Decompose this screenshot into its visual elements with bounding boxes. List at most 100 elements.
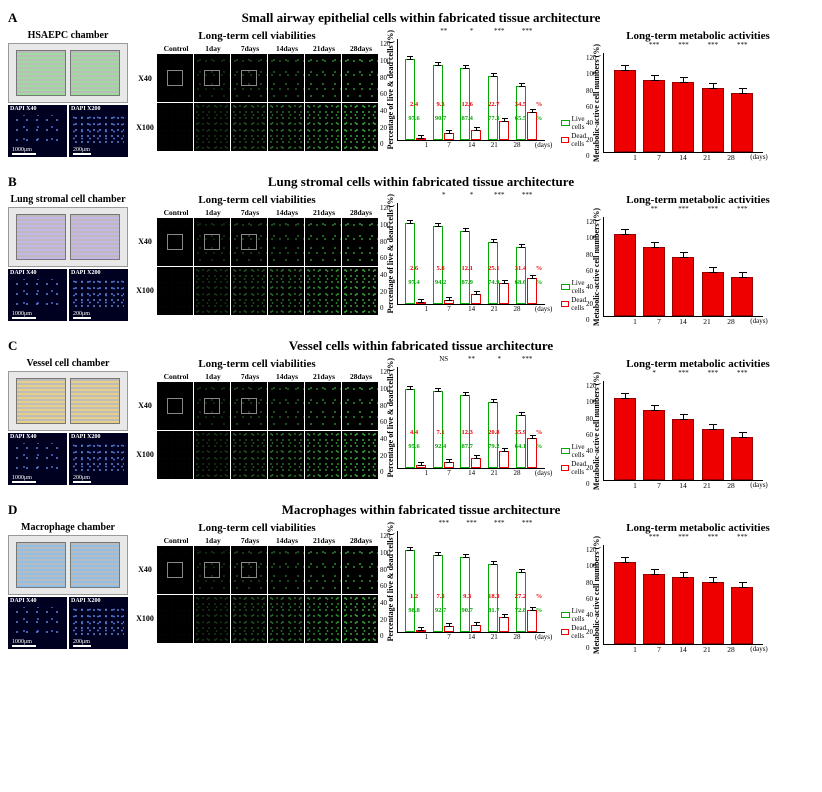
panel-a: A Small airway epithelial cells within f… — [8, 10, 814, 162]
metabolic-bar — [731, 93, 753, 152]
fluorescence-tile — [342, 267, 378, 315]
fluorescence-tile — [268, 54, 304, 102]
fluorescence-tile — [305, 546, 341, 594]
fluorescence-tile — [342, 54, 378, 102]
fluorescence-tile — [268, 267, 304, 315]
magnification-label: X100 — [134, 595, 156, 643]
viability-section-title: Long-term cell viabilities — [134, 194, 380, 206]
panel-letter: C — [8, 338, 28, 354]
chamber-label: Macrophage chamber — [8, 522, 128, 533]
fluorescence-tile — [157, 54, 193, 102]
metabolic-bar — [702, 272, 724, 316]
viability-section-title: Long-term cell viabilities — [134, 522, 380, 534]
metabolic-bar — [702, 582, 724, 644]
metabolic-bar — [731, 277, 753, 316]
metabolic-chart: 020406080100120 ************ — [603, 545, 763, 645]
fluorescence-tile — [231, 546, 267, 594]
fluorescence-tile — [231, 54, 267, 102]
metabolic-bar — [672, 82, 694, 152]
chamber-image — [8, 371, 128, 431]
fluorescence-tile — [305, 267, 341, 315]
fluorescence-tile — [231, 218, 267, 266]
viability-bar-pair — [460, 231, 482, 304]
timepoint-headers: Control1day7days14days21days28days — [158, 372, 380, 381]
fluorescence-tile — [268, 103, 304, 151]
fluorescence-tile — [157, 431, 193, 479]
fluorescence-tile — [342, 595, 378, 643]
viability-chart: 020406080100120 ************ 1.27.39.318… — [397, 531, 545, 633]
dapi-image-x40: DAPI X40 1000μm — [8, 105, 67, 157]
fluorescence-tile — [157, 382, 193, 430]
panel-d: D Macrophages within fabricated tissue a… — [8, 502, 814, 654]
fluorescence-tile — [268, 218, 304, 266]
viability-bar-pair — [516, 572, 538, 633]
fluorescence-tile — [194, 54, 230, 102]
fluorescence-tile — [194, 267, 230, 315]
metabolic-bar — [672, 577, 694, 644]
viability-bar-pair — [460, 68, 482, 141]
fluorescence-tile — [231, 382, 267, 430]
viability-bar-pair — [488, 242, 510, 304]
fluorescence-tile — [268, 382, 304, 430]
fluorescence-tile — [194, 431, 230, 479]
viability-chart: 020406080100120 NS****** 4.47.112.320.83… — [397, 367, 545, 469]
metabolic-bar — [731, 587, 753, 644]
viability-bar-pair — [488, 76, 510, 140]
fluorescence-tile — [194, 103, 230, 151]
fluorescence-tile — [194, 382, 230, 430]
fluorescence-tile — [194, 595, 230, 643]
metabolic-bar — [672, 257, 694, 316]
fluorescence-tile — [305, 218, 341, 266]
chamber-image — [8, 535, 128, 595]
magnification-label: X100 — [134, 267, 156, 315]
chamber-image — [8, 43, 128, 103]
fluorescence-tile — [305, 103, 341, 151]
fluorescence-tile — [342, 218, 378, 266]
metabolic-bar — [643, 80, 665, 152]
viability-bar-pair — [488, 402, 510, 468]
metabolic-bar — [702, 429, 724, 480]
timepoint-headers: Control1day7days14days21days28days — [158, 208, 380, 217]
fluorescence-tile — [342, 546, 378, 594]
panel-letter: A — [8, 10, 28, 26]
dapi-image-x200: DAPI X200 200μm — [69, 433, 128, 485]
panel-c: C Vessel cells within fabricated tissue … — [8, 338, 814, 490]
metabolic-chart: 020406080100120 ************ — [603, 53, 763, 153]
fluorescence-tile — [268, 431, 304, 479]
panel-title: Macrophages within fabricated tissue arc… — [28, 502, 814, 518]
viability-bar-pair — [433, 65, 455, 141]
metabolic-significance: ********** — [610, 369, 757, 377]
panel-title: Lung stromal cells within fabricated tis… — [28, 174, 814, 190]
dapi-image-x40: DAPI X40 1000μm — [8, 433, 67, 485]
metabolic-significance: ************ — [610, 533, 757, 541]
viability-chart: 020406080100120 ********* 2.49.312.622.7… — [397, 39, 545, 141]
viability-bar-pair — [516, 86, 538, 141]
fluorescence-tile — [342, 103, 378, 151]
metabolic-bar — [702, 88, 724, 152]
fluorescence-tile — [231, 595, 267, 643]
fluorescence-tile — [305, 382, 341, 430]
fluorescence-tile — [157, 267, 193, 315]
metabolic-bar — [614, 234, 636, 316]
panel-title: Vessel cells within fabricated tissue ar… — [28, 338, 814, 354]
magnification-label: X40 — [134, 54, 156, 102]
viability-bar-pair — [433, 226, 455, 305]
fluorescence-tile — [157, 546, 193, 594]
viability-bar-pair — [460, 395, 482, 468]
fluorescence-tile — [342, 382, 378, 430]
fluorescence-tile — [231, 103, 267, 151]
magnification-label: X100 — [134, 431, 156, 479]
timepoint-headers: Control1day7days14days21days28days — [158, 536, 380, 545]
fluorescence-tile — [157, 103, 193, 151]
fluorescence-tile — [305, 595, 341, 643]
chamber-image — [8, 207, 128, 267]
viability-bar-pair — [516, 415, 538, 468]
dapi-image-x200: DAPI X200 200μm — [69, 597, 128, 649]
magnification-label: X100 — [134, 103, 156, 151]
metabolic-bar — [731, 437, 753, 479]
fluorescence-tile — [231, 431, 267, 479]
viability-section-title: Long-term cell viabilities — [134, 30, 380, 42]
fluorescence-tile — [194, 546, 230, 594]
dapi-image-x40: DAPI X40 1000μm — [8, 597, 67, 649]
metabolic-bar — [643, 574, 665, 643]
